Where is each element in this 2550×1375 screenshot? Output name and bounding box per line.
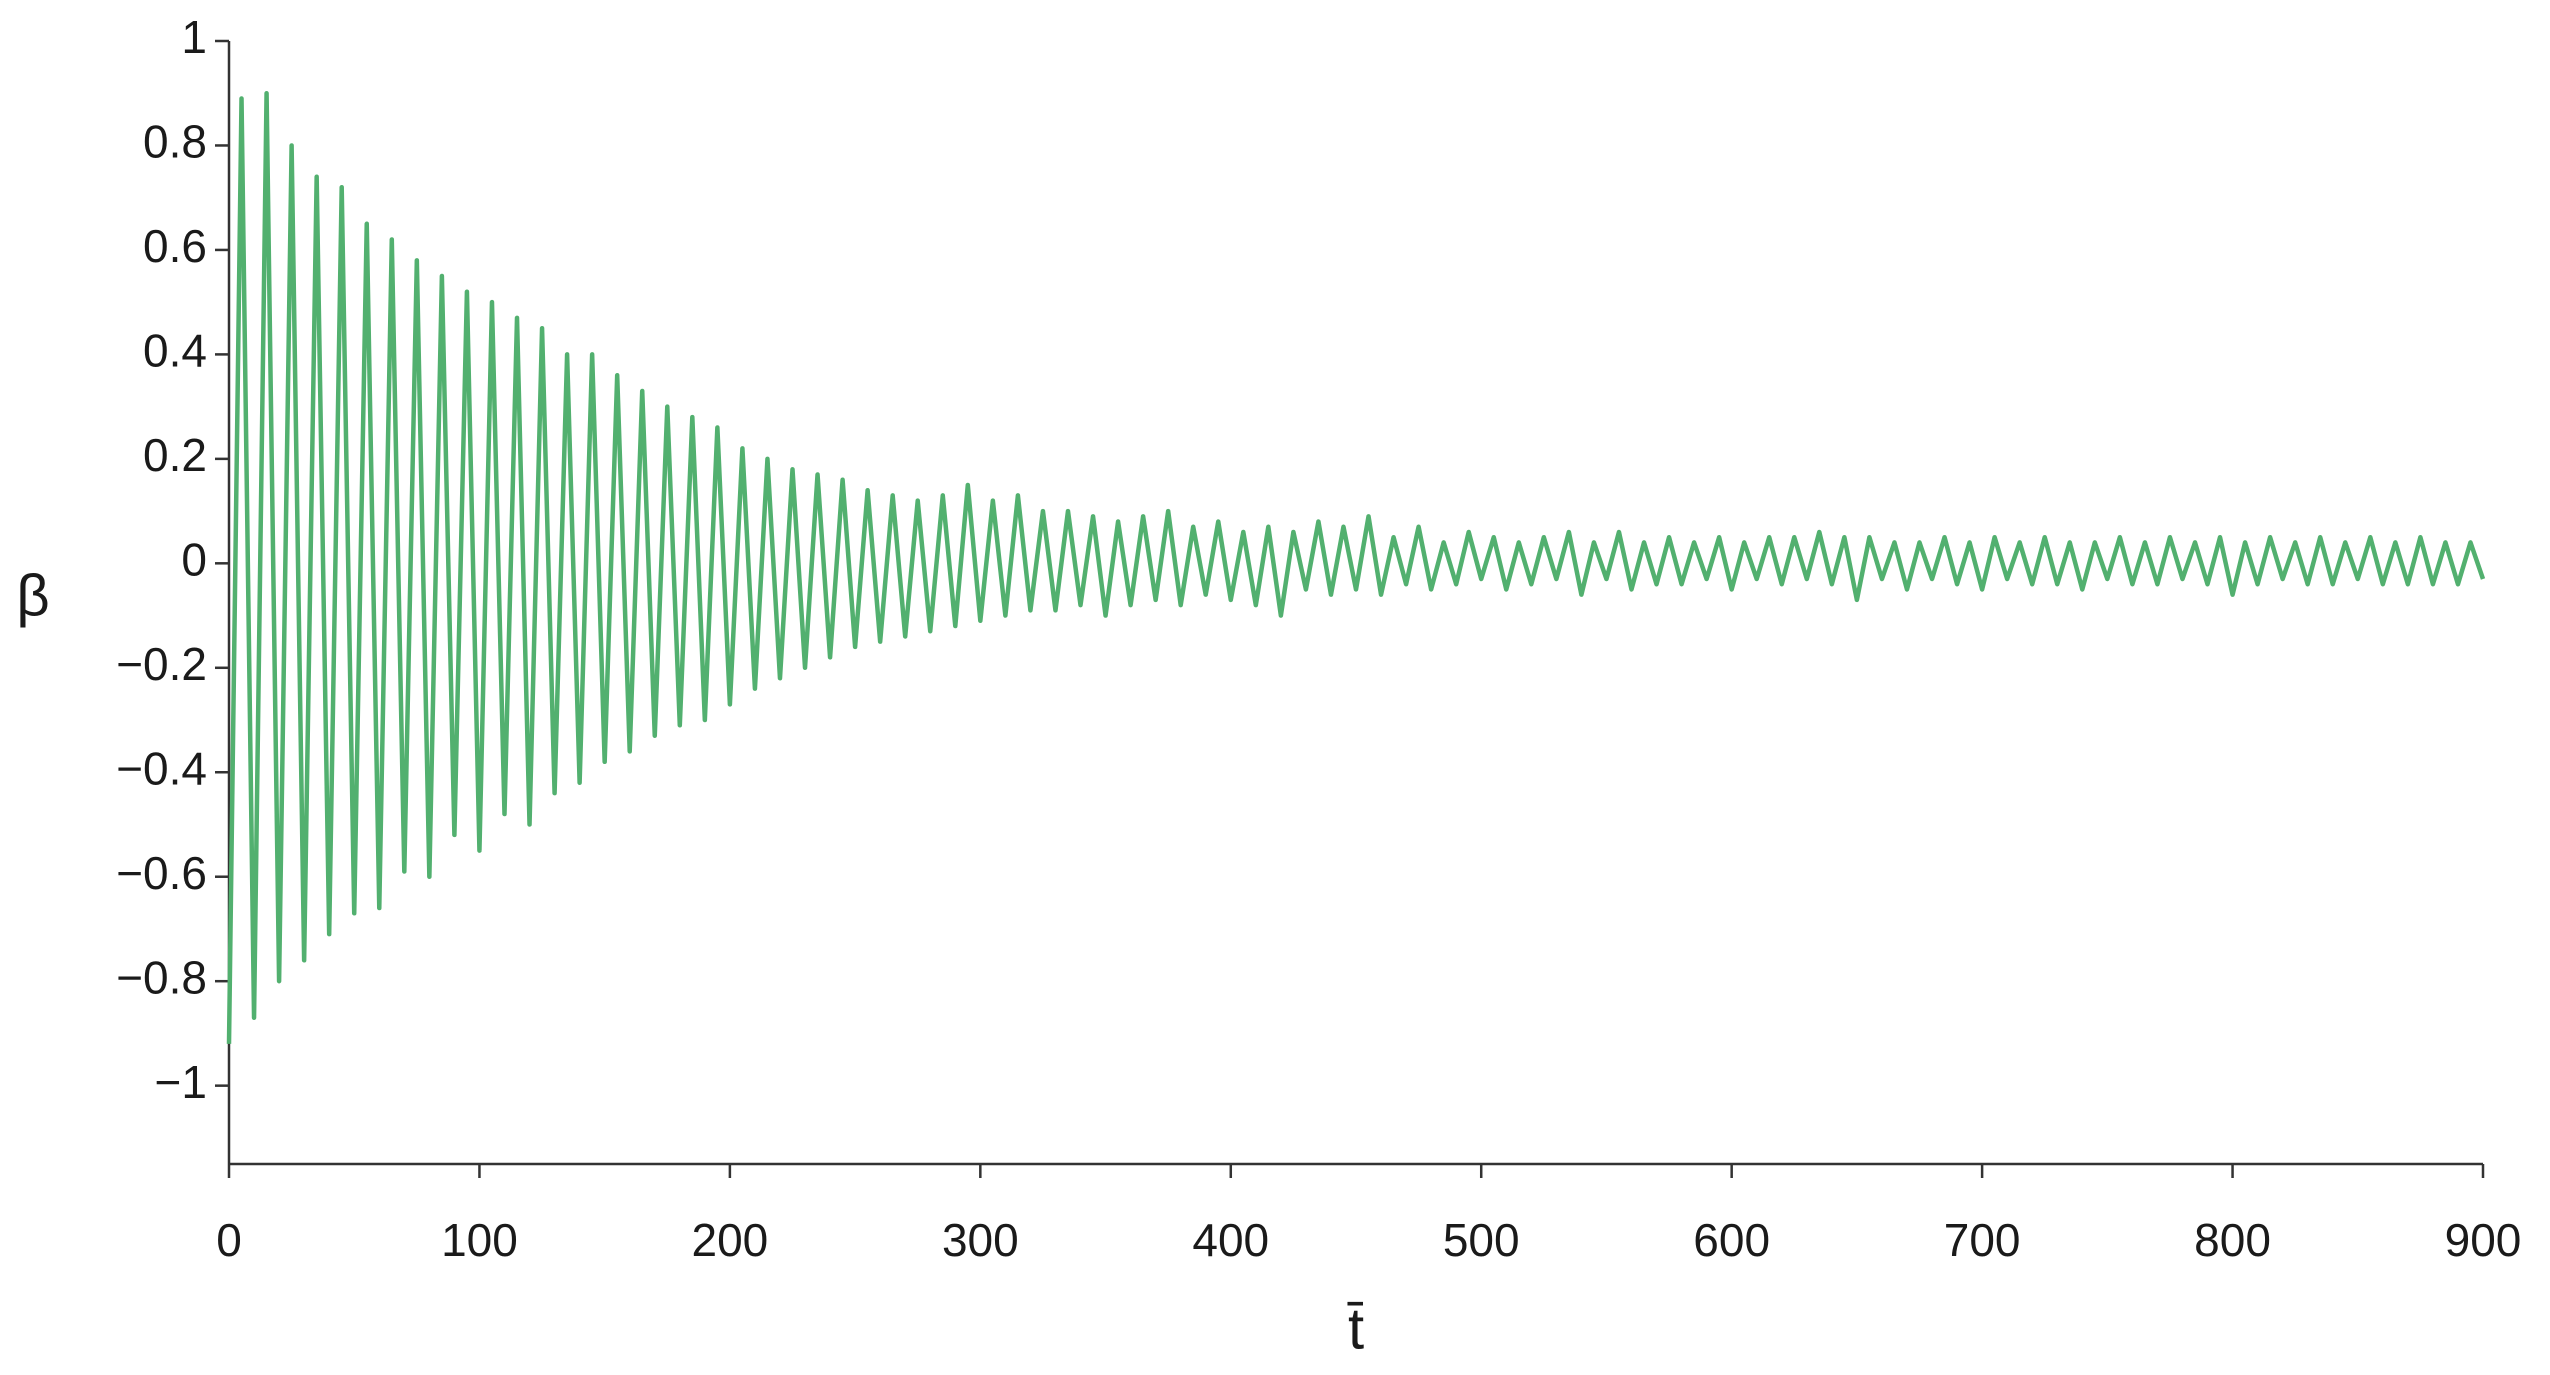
y-tick-label: 0.6 bbox=[143, 220, 207, 272]
y-tick-label: 0 bbox=[181, 533, 207, 585]
x-tick-label: 0 bbox=[216, 1214, 242, 1266]
x-tick-label: 900 bbox=[2445, 1214, 2522, 1266]
x-tick-label: 500 bbox=[1443, 1214, 1520, 1266]
y-tick-label: 0.8 bbox=[143, 116, 207, 168]
y-tick-label: −1 bbox=[155, 1056, 207, 1108]
y-tick-label: 1 bbox=[181, 11, 207, 63]
x-axis-label: t̄ bbox=[1347, 1296, 1364, 1361]
x-tick-label: 100 bbox=[441, 1214, 518, 1266]
y-tick-label: −0.8 bbox=[116, 951, 207, 1003]
x-tick-label: 800 bbox=[2194, 1214, 2271, 1266]
x-tick-label: 600 bbox=[1693, 1214, 1770, 1266]
x-tick-label: 400 bbox=[1192, 1214, 1269, 1266]
y-tick-label: −0.4 bbox=[116, 742, 207, 794]
x-tick-label: 700 bbox=[1944, 1214, 2021, 1266]
x-tick-label: 300 bbox=[942, 1214, 1019, 1266]
y-tick-label: 0.4 bbox=[143, 325, 207, 377]
y-axis-label: β bbox=[16, 563, 49, 628]
y-tick-label: 0.2 bbox=[143, 429, 207, 481]
y-tick-label: −0.6 bbox=[116, 847, 207, 899]
x-tick-label: 200 bbox=[692, 1214, 769, 1266]
y-tick-label: −0.2 bbox=[116, 638, 207, 690]
data-line bbox=[226, 90, 2486, 1044]
